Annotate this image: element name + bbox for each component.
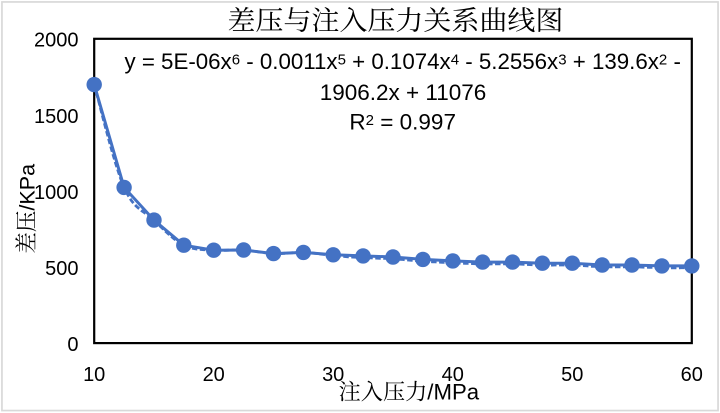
svg-text:60: 60 [681,364,703,386]
svg-text:50: 50 [561,364,583,386]
svg-text:30: 30 [322,364,344,386]
svg-text:R2​ = 0.997: R2​ = 0.997 [349,109,456,134]
svg-text:2000: 2000 [34,30,79,52]
svg-text:/MPa: /MPa [427,380,479,405]
svg-text:10: 10 [83,364,105,386]
svg-text:1500: 1500 [34,106,79,128]
svg-text:0: 0 [67,334,78,356]
svg-text:1000: 1000 [34,182,79,204]
svg-text:20: 20 [203,364,225,386]
svg-text:/KPa: /KPa [15,164,39,211]
svg-text:y = 5E-06x6​ - 0.0011x5​ + 0.1: y = 5E-06x6​ - 0.0011x5​ + 0.1074x4​ - 5… [125,49,681,74]
svg-text:500: 500 [45,258,78,280]
svg-text:40: 40 [442,364,464,386]
svg-text:1906.2x + 11076: 1906.2x + 11076 [320,80,487,105]
